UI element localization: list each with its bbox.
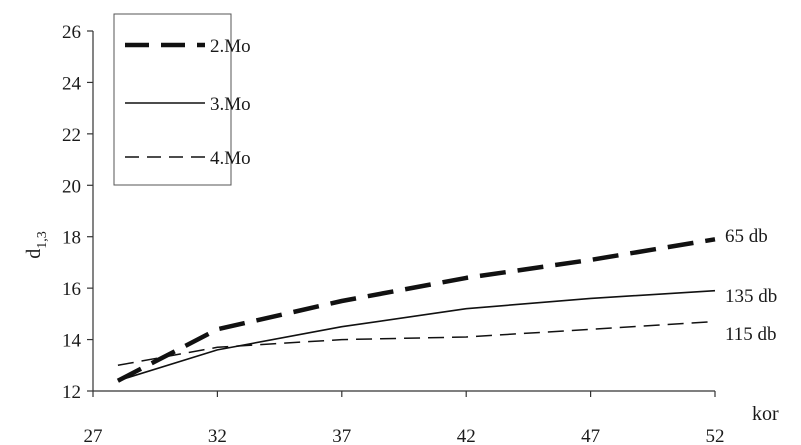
y-tick-label: 20 [62,176,81,197]
series-line-2mo [116,237,716,383]
x-tick-label: 37 [332,426,351,445]
y-tick-label: 14 [62,331,82,352]
x-tick-label: 42 [457,426,476,445]
series-end-label: 65 db [725,226,768,247]
y-axis-title-main: d [23,249,45,259]
y-tick-label: 22 [62,125,81,146]
legend-label: 3.Mo [210,94,251,115]
series-end-label: 115 db [725,324,777,345]
y-tick-label: 12 [62,382,81,403]
series-end-labels: 65 db 135 db 115 db [725,226,777,345]
y-tick-label: 26 [62,22,81,43]
series-line-4mo [117,320,716,367]
series-end-label: 135 db [725,286,777,307]
y-tick-label: 16 [62,279,81,300]
x-tick-label: 32 [208,426,227,445]
legend-label: 4.Mo [210,148,251,169]
x-tick-label: 47 [581,426,600,445]
legend-label: 2.Mo [210,36,251,57]
y-tick-label: 24 [62,73,82,94]
axes [92,31,715,392]
series-lines [116,237,716,383]
legend: 2.Mo 3.Mo 4.Mo [113,13,251,186]
series-line-3mo [117,289,716,382]
x-tick-label: 27 [84,426,103,445]
x-axis-title: kor [752,403,779,425]
y-axis-title: d1,3 [23,231,50,259]
x-tick-label: 52 [706,426,725,445]
y-axis-title-subscript: 1,3 [35,231,50,249]
y-tick-label: 18 [62,228,81,249]
axis-ticks: 12 14 16 18 20 22 24 26 27 32 37 42 47 52 [62,22,725,445]
